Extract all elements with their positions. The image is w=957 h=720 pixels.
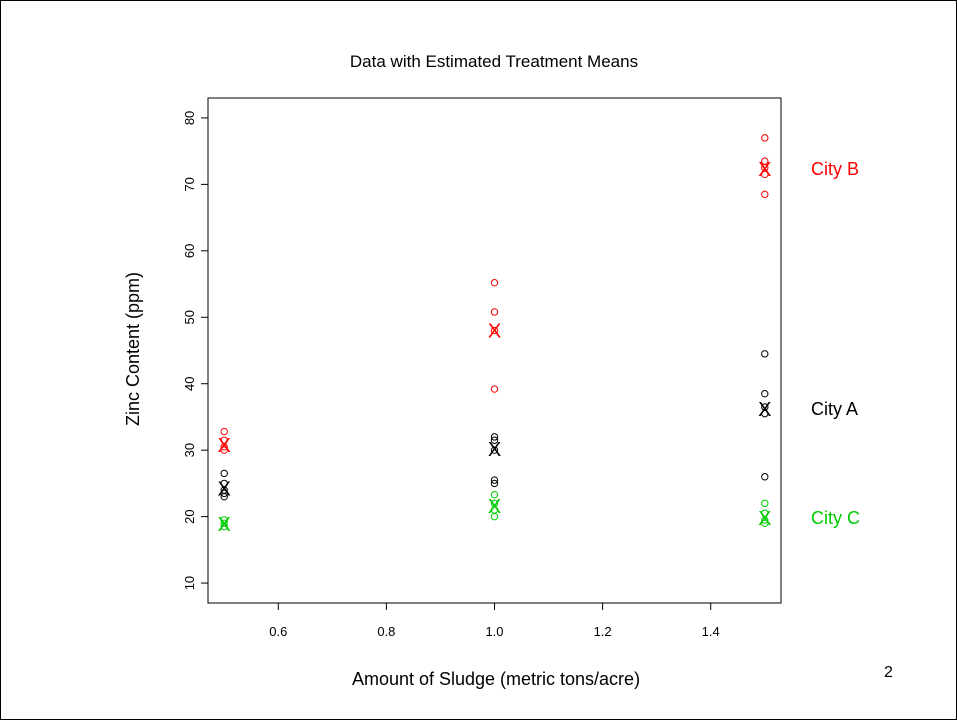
data-point xyxy=(220,469,228,478)
data-point xyxy=(761,350,769,358)
mean-marker: X xyxy=(758,399,771,421)
x-tick-label: 0.8 xyxy=(377,624,395,639)
y-axis-label: Zinc Content (ppm) xyxy=(123,272,143,426)
data-point xyxy=(220,489,228,498)
data-point xyxy=(761,519,769,527)
data-point xyxy=(490,512,499,521)
x-tick-label: 0.6 xyxy=(269,624,287,639)
y-tick-label: 80 xyxy=(182,111,197,125)
data-point xyxy=(220,427,228,436)
data-point xyxy=(761,516,769,524)
mean-marker: X xyxy=(218,435,231,457)
data-point xyxy=(220,519,228,527)
mean-marker: X xyxy=(488,321,501,343)
data-point xyxy=(220,522,228,531)
series-label: City B xyxy=(811,159,859,179)
series-label: City A xyxy=(811,399,858,419)
y-tick-label: 60 xyxy=(182,244,197,258)
mean-marker: X xyxy=(488,496,501,518)
data-point xyxy=(490,476,499,484)
page-number: 2 xyxy=(884,664,893,681)
x-tick-label: 1.2 xyxy=(594,624,612,639)
y-tick-label: 20 xyxy=(182,509,197,523)
plot-frame xyxy=(207,97,782,604)
data-point xyxy=(490,385,499,393)
x-tick-label: 1.0 xyxy=(485,624,503,639)
data-point xyxy=(761,499,769,508)
series-labels: City A City B City C xyxy=(811,159,860,528)
y-axis: 10 20 30 40 50 60 70 80 xyxy=(182,111,208,590)
data-point xyxy=(490,446,499,454)
data-point xyxy=(490,490,499,499)
x-axis-label: Amount of Sludge (metric tons/acre) xyxy=(352,669,640,689)
data-point xyxy=(761,473,769,481)
data-point xyxy=(761,170,769,179)
data-point xyxy=(490,308,499,316)
y-tick-label: 10 xyxy=(182,576,197,590)
data-point xyxy=(220,446,228,454)
y-tick-label: 30 xyxy=(182,443,197,457)
data-point xyxy=(761,134,769,142)
data-point xyxy=(490,279,499,287)
y-tick-label: 40 xyxy=(182,376,197,390)
series-label: City C xyxy=(811,508,860,528)
series-city-a: XXX xyxy=(218,350,771,501)
series-city-b: X X X xyxy=(218,134,771,457)
data-point xyxy=(220,492,228,501)
data-point xyxy=(761,389,769,398)
x-axis: 0.6 0.8 1.0 1.2 1.4 xyxy=(269,603,720,639)
y-tick-label: 50 xyxy=(182,310,197,324)
data-point xyxy=(490,433,499,441)
mean-marker: X xyxy=(218,479,231,501)
mean-marker: X xyxy=(758,508,771,530)
data-point xyxy=(490,326,499,335)
y-tick-label: 70 xyxy=(182,177,197,191)
mean-marker: X xyxy=(218,514,231,536)
chart-title: Data with Estimated Treatment Means xyxy=(350,52,638,71)
mean-marker: X xyxy=(488,439,501,461)
x-tick-label: 1.4 xyxy=(702,624,720,639)
data-point xyxy=(761,409,769,418)
series-city-c: XXX xyxy=(218,490,771,536)
data-point xyxy=(761,190,769,199)
data-point xyxy=(490,479,499,488)
data-point xyxy=(490,436,499,444)
data-point xyxy=(220,443,228,451)
mean-marker: X xyxy=(758,159,771,181)
